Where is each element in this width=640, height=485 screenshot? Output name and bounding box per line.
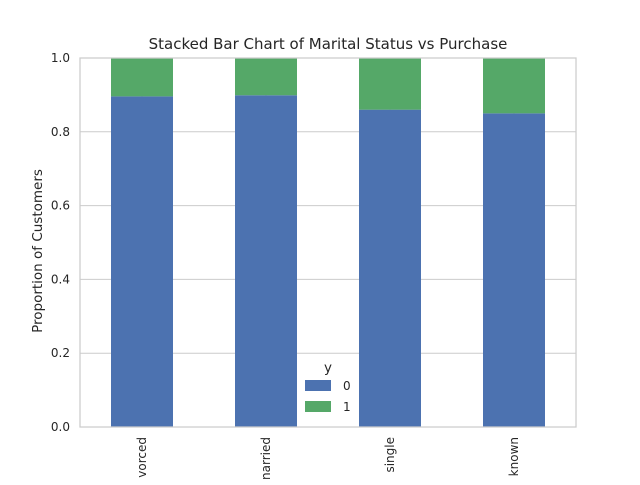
y-tick-label: 1.0 (51, 51, 70, 65)
bar-segment-series-1 (483, 58, 545, 114)
plot-frame (79, 57, 577, 428)
y-tick-label: 0.0 (51, 420, 70, 434)
bar-segment-series-0 (359, 109, 421, 427)
x-tick-label: known (507, 437, 521, 476)
legend-label: 0 (343, 379, 351, 393)
bar-segment-series-1 (235, 58, 297, 96)
y-tick-label: 0.2 (51, 346, 70, 360)
y-tick-label: 0.4 (51, 272, 70, 286)
legend-title: y (324, 360, 332, 376)
chart-title: Stacked Bar Chart of Marital Status vs P… (149, 35, 508, 53)
y-axis-label: Proportion of Customers (30, 169, 46, 333)
legend: y 0 1 (305, 360, 351, 414)
legend-label: 1 (343, 400, 351, 414)
ticks-layer: 0.0 0.2 0.4 0.6 0.8 1.0 vorced narried single kno… (51, 51, 521, 480)
bar-segment-series-0 (235, 95, 297, 428)
x-tick-label: vorced (135, 437, 149, 478)
bar-segment-series-1 (359, 58, 421, 110)
bar-segment-series-0 (483, 113, 545, 427)
legend-swatch (305, 401, 331, 412)
x-tick-label: single (383, 437, 397, 473)
y-tick-label: 0.6 (51, 199, 70, 213)
bar-segment-series-0 (111, 96, 173, 427)
bars-layer (111, 58, 545, 428)
x-tick-label: narried (259, 437, 273, 480)
bar-segment-series-1 (111, 58, 173, 97)
legend-swatch (305, 380, 331, 391)
y-tick-label: 0.8 (51, 125, 70, 139)
